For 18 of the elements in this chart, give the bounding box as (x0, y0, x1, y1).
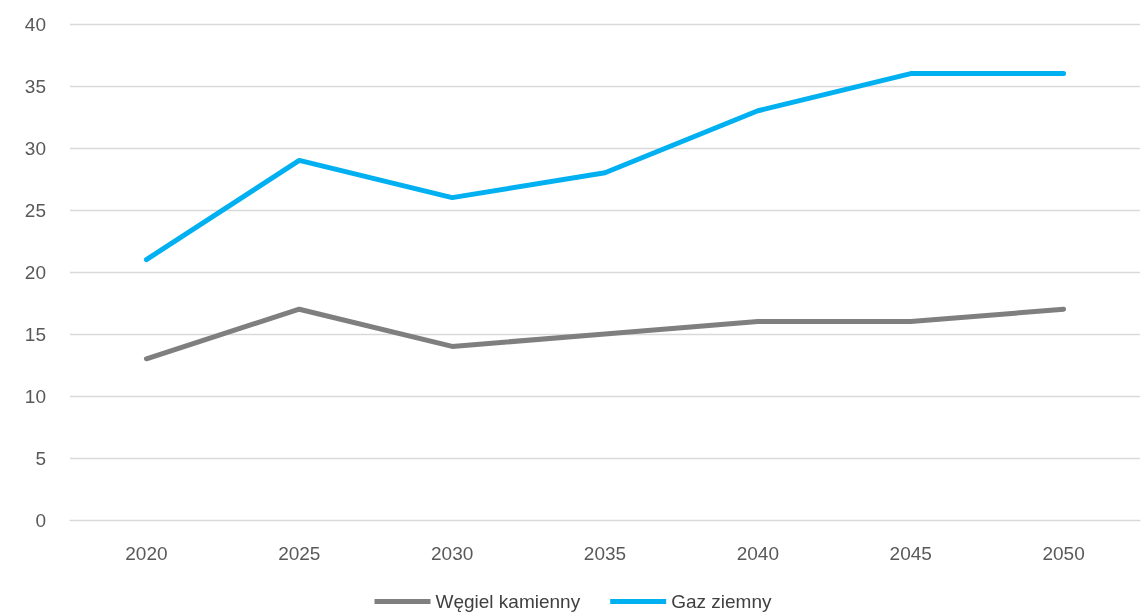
y-tick-label: 15 (24, 323, 46, 345)
y-tick-label: 30 (24, 137, 46, 159)
x-tick-label: 2040 (736, 543, 779, 564)
y-tick-label: 35 (24, 75, 46, 97)
x-tick-label: 2050 (1042, 543, 1085, 564)
x-tick-label: 2020 (125, 543, 168, 564)
x-tick-label: 2025 (278, 543, 321, 564)
legend-label: Gaz ziemny (671, 591, 772, 612)
y-tick-label: 20 (24, 261, 46, 283)
y-tick-label: 25 (24, 199, 46, 221)
y-tick-label: 0 (35, 509, 46, 531)
x-tick-label: 2030 (431, 543, 474, 564)
y-tick-label: 5 (35, 447, 46, 469)
legend-label: Węgiel kamienny (435, 591, 581, 612)
y-tick-label: 10 (24, 385, 46, 407)
y-tick-label: 40 (24, 13, 46, 35)
x-tick-label: 2035 (583, 543, 627, 564)
x-tick-label: 2045 (889, 543, 932, 564)
